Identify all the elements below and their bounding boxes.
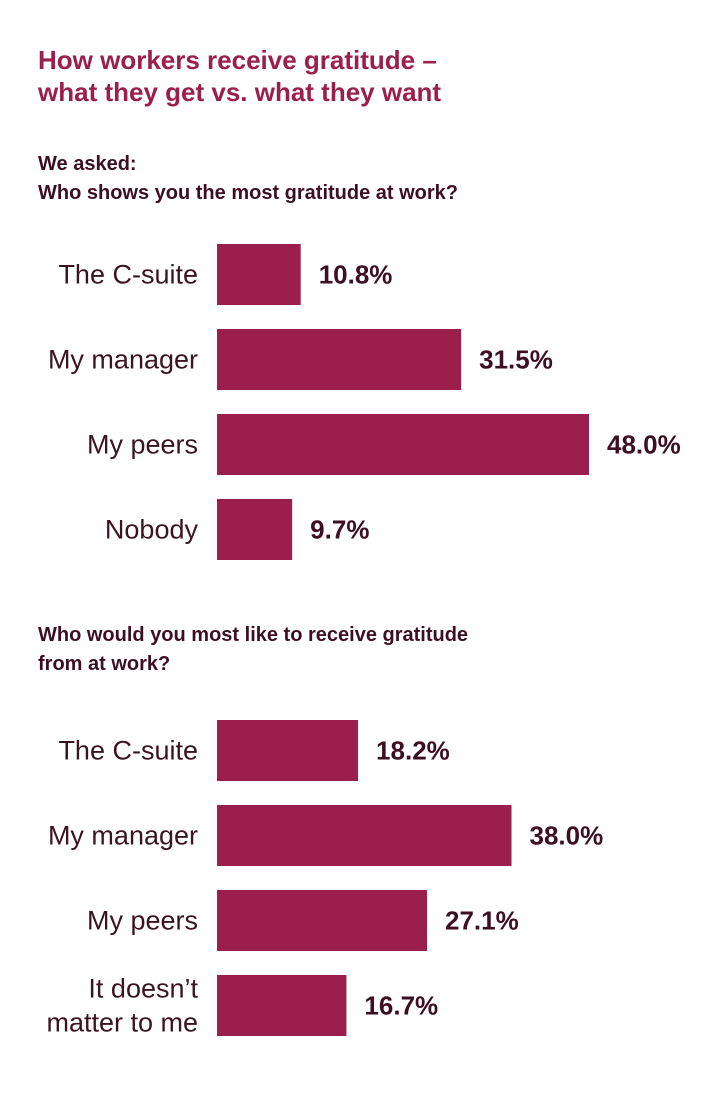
bar — [217, 244, 301, 305]
value-label: 16.7% — [364, 991, 438, 1021]
category-label: The C-suite — [58, 736, 198, 766]
bar — [217, 499, 293, 560]
category-label: Nobody — [105, 515, 199, 545]
bar-chart-received: The C-suite 10.8% My manager 31.5% My peers 4… — [48, 244, 681, 560]
bar — [217, 414, 589, 475]
question-1-line-2: Who shows you the most gratitude at work… — [38, 182, 459, 204]
question-1: We asked: Who shows you the most gratitu… — [38, 150, 658, 208]
bar — [217, 805, 512, 866]
question-1-line-1: We asked: — [38, 153, 137, 175]
category-label: My peers — [87, 906, 198, 936]
bar-chart-wanted: The C-suite 18.2% My manager 38.0% My peers 2… — [46, 720, 604, 1038]
category-label: My manager — [48, 821, 198, 851]
title-line-1: How workers receive gratitude – — [38, 45, 437, 75]
value-label: 10.8% — [319, 260, 393, 290]
category-label: matter to me — [46, 1008, 198, 1038]
category-label: The C-suite — [58, 260, 198, 290]
value-label: 31.5% — [479, 345, 553, 375]
question-2: Who would you most like to receive grati… — [38, 621, 658, 679]
value-label: 48.0% — [607, 430, 681, 460]
value-label: 38.0% — [530, 821, 604, 851]
bar — [217, 890, 428, 951]
bar — [217, 975, 347, 1036]
value-label: 9.7% — [310, 515, 369, 545]
category-label: My peers — [87, 430, 198, 460]
category-label: It doesn’t — [88, 974, 198, 1004]
bar — [217, 329, 462, 390]
bar — [217, 720, 359, 781]
question-2-line-1: Who would you most like to receive grati… — [38, 624, 469, 646]
chart-title: How workers receive gratitude – what the… — [38, 44, 678, 108]
question-2-line-2: from at work? — [38, 653, 171, 675]
value-label: 27.1% — [445, 906, 519, 936]
value-label: 18.2% — [376, 736, 450, 766]
title-line-2: what they get vs. what they want — [38, 77, 442, 107]
category-label: My manager — [48, 345, 198, 375]
